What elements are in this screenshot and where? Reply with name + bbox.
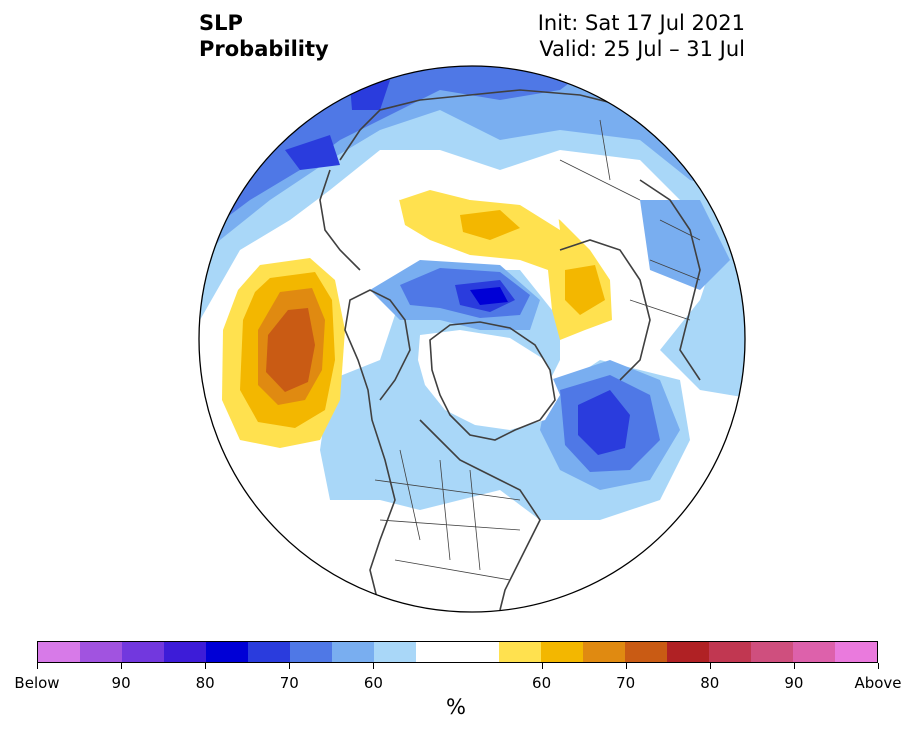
white-region [360, 525, 560, 612]
orange-region [565, 265, 605, 315]
colorbar-swatch [79, 642, 122, 662]
colorbar-tick [205, 663, 207, 669]
white-region [418, 330, 560, 430]
colorbar-label: Below [14, 674, 60, 692]
colorbar-tick [541, 663, 543, 669]
country-borders [559, 119, 701, 321]
colorbar-tick [793, 663, 795, 669]
valid-date: Valid: 25 Jul – 31 Jul [539, 37, 745, 61]
date-info: Init: Sat 17 Jul 2021 Valid: 25 Jul – 31… [538, 10, 745, 62]
dark-blue-region [285, 135, 340, 170]
colorbar-label: 80 [195, 674, 215, 692]
darkest-blue-region [470, 287, 508, 305]
colorbar-swatch [541, 642, 584, 662]
colorbar-tick [625, 663, 627, 669]
colorbar-unit: % [446, 695, 466, 719]
colorbar-tick [709, 663, 711, 669]
colorbar [37, 641, 878, 663]
colorbar-tick [878, 663, 879, 669]
state-borders [374, 449, 521, 581]
orange-region [460, 210, 520, 240]
colorbar-label: 90 [784, 674, 804, 692]
colorbar-swatch [457, 642, 500, 662]
colorbar-swatch [247, 642, 290, 662]
burnt-orange-region [266, 308, 315, 392]
colorbar-swatch [38, 642, 80, 662]
colorbar-tick [121, 663, 123, 669]
colorbar-swatch [373, 642, 416, 662]
colorbar-swatch [751, 642, 794, 662]
colorbar-swatch [331, 642, 374, 662]
colorbar-label: 70 [616, 674, 636, 692]
colorbar-tick [289, 663, 291, 669]
colorbar-label: 60 [532, 674, 552, 692]
eurasia-arctic-coast [339, 89, 641, 161]
colorbar-swatch [667, 642, 710, 662]
map-title: SLP Probability [199, 10, 329, 62]
colorbar-swatch [205, 642, 248, 662]
colorbar-label: 70 [279, 674, 299, 692]
colorbar-swatch [499, 642, 542, 662]
borders [374, 119, 701, 581]
greenland-coast [429, 321, 556, 441]
colorbar-swatch [709, 642, 752, 662]
medium-blue-region [640, 200, 730, 290]
north-america-east-coast [419, 419, 541, 611]
colorbar-swatch [793, 642, 836, 662]
colorbar-tick [373, 663, 375, 669]
europe-coast [639, 179, 701, 381]
colorbar-swatch [163, 642, 206, 662]
variable-title: SLP [199, 11, 243, 35]
scandinavia-coast [559, 239, 651, 381]
colorbar-swatch [625, 642, 668, 662]
colorbar-tick [37, 663, 38, 669]
map-boundary [198, 65, 746, 613]
colorbar-swatch [415, 642, 458, 662]
colorbar-label: 90 [111, 674, 131, 692]
colorbar-swatch [289, 642, 332, 662]
coastlines [319, 89, 701, 611]
colorbar-swatch [121, 642, 164, 662]
variable-subtitle: Probability [199, 37, 329, 61]
colorbar-label: Above [854, 674, 902, 692]
colorbar-swatch [835, 642, 878, 662]
dark-blue-region [578, 390, 630, 455]
colorbar-swatch [583, 642, 626, 662]
north-america-west-coast [344, 289, 411, 611]
colorbar-label: 80 [700, 674, 720, 692]
alaska-coast [319, 169, 361, 271]
white-region [380, 165, 560, 230]
init-date: Init: Sat 17 Jul 2021 [537, 11, 745, 35]
colorbar-label: 60 [363, 674, 383, 692]
